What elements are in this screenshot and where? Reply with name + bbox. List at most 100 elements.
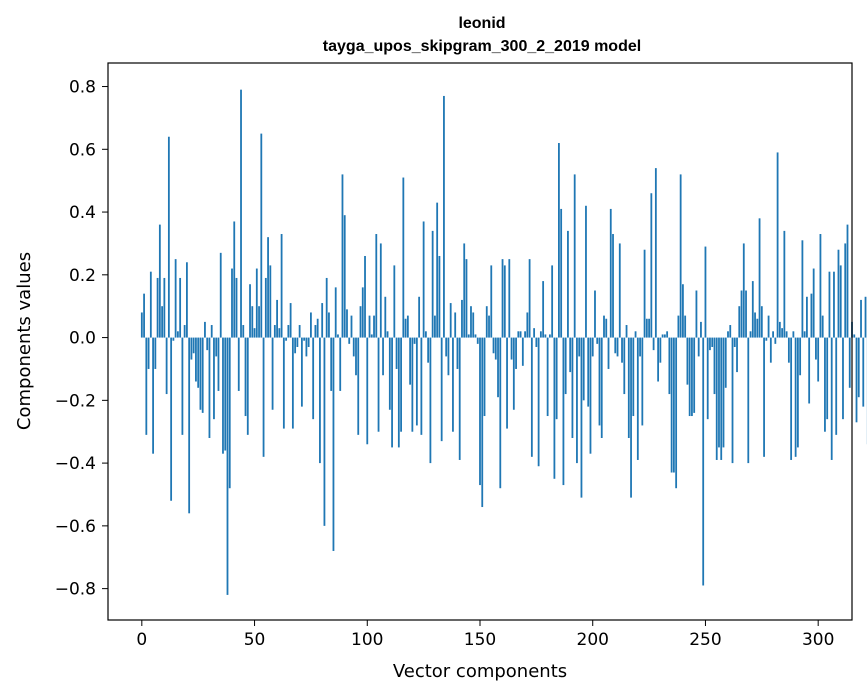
bar [706,337,709,420]
bar [312,337,315,420]
bar [379,243,382,338]
bar [240,89,242,338]
bar [440,337,443,442]
bar [835,337,838,435]
bar [517,331,520,338]
bar [589,337,592,454]
bar [485,306,488,338]
y-axis: −0.8 −0.6 −0.4 −0.2 0.0 0.2 0.4 0.6 0.8 [55,78,108,600]
bar [738,306,741,338]
bar [323,337,326,526]
bar [742,243,745,338]
bar [799,337,802,376]
bar [697,337,700,357]
bar [197,337,200,388]
y-tick-label: −0.4 [55,454,96,474]
bar [481,337,484,508]
bar [179,277,182,338]
bar [542,281,545,338]
bar [334,287,337,338]
bar [700,321,702,338]
bar [596,337,599,344]
bar [219,252,222,338]
bar [422,221,425,338]
bar [564,337,567,395]
chart-subtitle: tayga_upos_skipgram_300_2_2019 model [323,38,641,55]
bar [190,337,193,360]
bar [524,331,526,338]
bar [355,337,357,376]
y-tick-label: −0.6 [55,517,96,537]
bars-group [140,89,867,595]
bar [812,268,815,338]
bar [474,334,477,338]
bar [857,337,860,398]
bar [594,290,596,338]
bar [765,337,768,341]
bar [438,255,441,338]
bar [612,234,614,338]
bar [479,337,481,486]
bar [657,337,660,382]
bar [769,337,772,363]
bar [454,312,457,338]
y-tick-label: 0.2 [69,266,96,286]
bar [449,303,452,338]
bar [224,337,227,451]
bar [578,337,581,357]
bar [729,325,732,338]
bar [756,318,759,338]
bar [558,143,560,338]
bar [271,337,274,410]
bar [343,215,346,338]
bar [488,315,490,338]
bar [639,337,641,357]
bar [165,337,168,395]
bar [663,334,666,338]
bar [537,337,540,467]
bar [183,325,186,338]
bar [535,337,538,347]
bar [366,337,369,445]
bar [571,337,574,438]
bar [645,318,648,338]
bar [206,337,209,351]
bar [158,224,161,338]
bar [661,334,664,338]
bar [368,315,371,338]
bar [352,337,355,357]
bar [625,325,628,338]
bar [643,249,646,338]
bar [319,337,321,464]
bar [300,337,303,407]
bar [418,296,421,338]
bar [817,337,820,382]
bar [844,243,847,338]
chart-title: leonid [458,15,505,32]
bar [598,337,601,426]
bar [217,337,220,391]
bar [539,331,542,338]
bar [434,315,436,338]
bar [237,337,240,391]
bar [569,337,572,373]
bar [251,306,254,338]
bar [618,243,621,338]
bar [149,271,152,338]
bar [555,337,558,420]
bar [388,337,391,410]
bar [751,281,754,338]
bar [709,337,711,351]
bar [386,331,389,338]
bar [456,337,459,369]
bar [562,337,565,486]
bar [839,265,842,338]
bar [291,337,294,429]
bar [521,337,524,366]
bar [747,337,750,464]
bar [609,208,612,338]
bar [582,337,585,401]
y-tick-label: −0.2 [55,391,96,411]
bar [675,337,678,489]
